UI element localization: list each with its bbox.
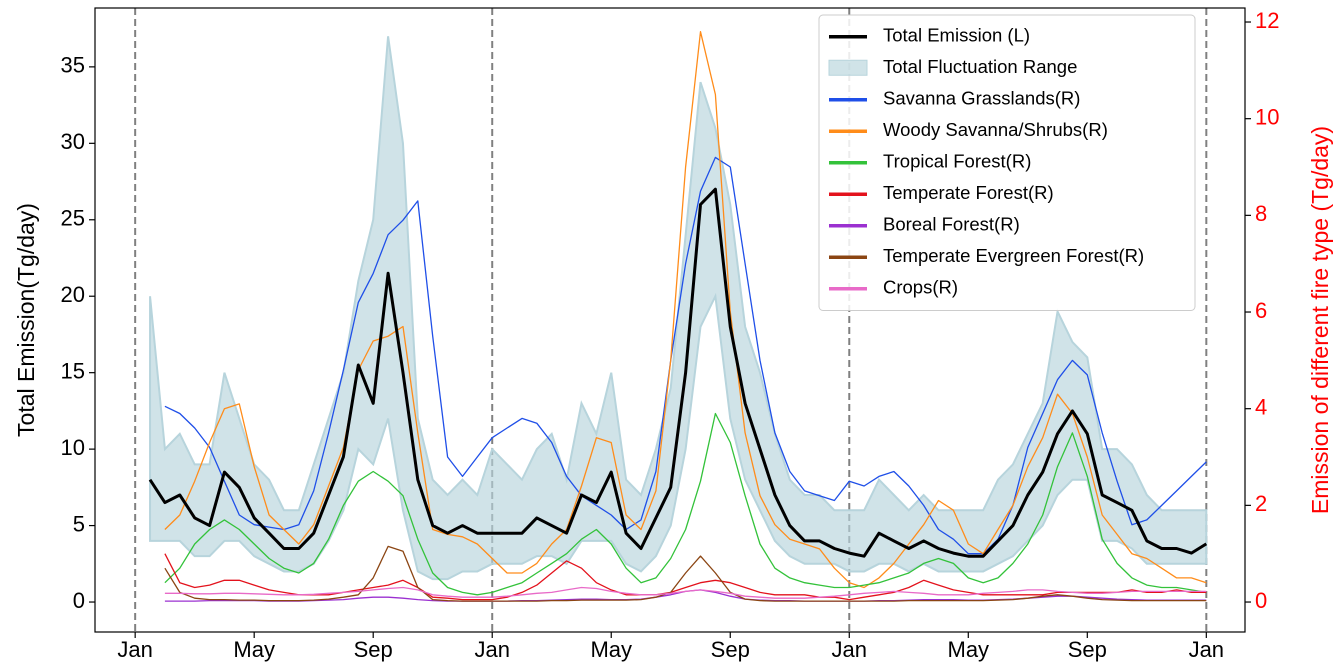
- y2-tick-label: 4: [1255, 395, 1267, 420]
- series-line: [164, 545, 1207, 602]
- series-line: [148, 187, 1208, 558]
- y-tick-label: 30: [61, 129, 85, 154]
- y-tick-label: 20: [61, 282, 85, 307]
- x-tick-label: Jan: [474, 637, 509, 662]
- series-line: [164, 553, 1207, 601]
- legend-label: Woody Savanna/Shrubs(R): [883, 119, 1108, 140]
- y-tick-label: 5: [73, 511, 85, 536]
- x-tick-label: May: [233, 637, 275, 662]
- series-line: [164, 31, 1207, 589]
- series-line: [164, 412, 1207, 596]
- y-tick-label: 10: [61, 435, 85, 460]
- x-tick-label: Jan: [1189, 637, 1224, 662]
- y2-axis-label: Emission of different fire type (Tg/day): [1307, 126, 1333, 514]
- y2-tick-label: 0: [1255, 588, 1267, 613]
- x-tick-label: Sep: [711, 637, 750, 662]
- series-line: [164, 586, 1207, 599]
- y2-tick-label: 8: [1255, 201, 1267, 226]
- y-tick-label: 0: [73, 588, 85, 613]
- y-tick-label: 25: [61, 206, 85, 231]
- x-tick-label: Sep: [354, 637, 393, 662]
- y2-tick-label: 10: [1255, 104, 1279, 129]
- x-tick-label: May: [590, 637, 632, 662]
- legend-swatch: [828, 59, 868, 76]
- legend: Total Emission (L) Total Fluctuation Rang…: [818, 14, 1196, 311]
- legend-label: Temperate Forest(R): [883, 182, 1054, 203]
- legend-label: Total Fluctuation Range: [883, 56, 1077, 77]
- y2-tick-label: 6: [1255, 298, 1267, 323]
- legend-label: Savanna Grasslands(R): [883, 88, 1080, 109]
- y2-tick-label: 12: [1255, 8, 1279, 33]
- y2-tick-label: 2: [1255, 491, 1267, 516]
- legend-label: Crops(R): [883, 277, 958, 298]
- x-tick-label: Jan: [832, 637, 867, 662]
- legend-box: [818, 14, 1196, 311]
- legend-label: Temperate Evergreen Forest(R): [883, 245, 1144, 266]
- x-tick-label: Sep: [1068, 637, 1107, 662]
- series-line: [164, 156, 1207, 555]
- y-tick-label: 15: [61, 358, 85, 383]
- plot-frame: [94, 7, 1246, 633]
- legend-label: Boreal Forest(R): [883, 214, 1020, 235]
- y-axis-label: Total Emission(Tg/day): [13, 203, 39, 437]
- legend-label: Total Emission (L): [883, 25, 1030, 46]
- y-tick-label: 35: [61, 53, 85, 78]
- x-tick-label: May: [948, 637, 990, 662]
- legend-label: Tropical Forest(R): [883, 151, 1031, 172]
- x-tick-label: Jan: [117, 637, 152, 662]
